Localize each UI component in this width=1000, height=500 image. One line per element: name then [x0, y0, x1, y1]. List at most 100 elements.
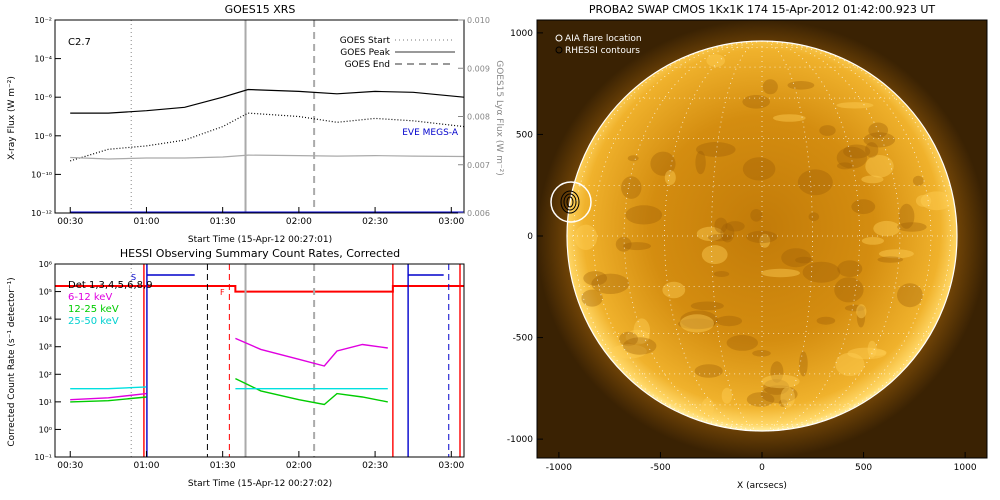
hessi-series-1 [70, 396, 147, 403]
coronal-hole [816, 316, 836, 325]
swap-ytick-label: -500 [513, 334, 534, 344]
active-region [861, 237, 885, 245]
longitude-line [761, 40, 951, 432]
swap-xtick-label: 500 [855, 463, 872, 473]
coronal-hole [583, 271, 608, 286]
hessi-ytick-label: 10³ [39, 343, 52, 352]
coronal-hole [778, 399, 788, 408]
active-region [835, 352, 865, 377]
coronal-hole [694, 364, 723, 378]
goes-frame [54, 19, 465, 214]
goes-eve-label: EVE MEGS-A [402, 128, 459, 138]
coronal-hole [623, 242, 651, 251]
hessi-plot-area [55, 264, 464, 457]
coronal-hole [781, 248, 811, 268]
hessi-flag-f: F [220, 288, 225, 297]
goes-ytick-label: 10⁻⁴ [34, 55, 52, 64]
hessi-series-2 [70, 386, 147, 390]
coronal-hole [836, 146, 868, 169]
goes-xtick-label: 02:30 [362, 217, 388, 227]
goes-legend-end-label: GOES End [345, 60, 390, 70]
hessi-xtick-label: 01:30 [210, 461, 236, 471]
hessi-ytick-label: 10² [39, 370, 52, 379]
coronal-hole [837, 260, 863, 278]
active-region [780, 387, 795, 408]
coronal-hole [621, 176, 642, 199]
goes-ytick-label: 10⁻⁶ [34, 93, 52, 102]
coronal-hole [897, 222, 927, 232]
goes-ytick-label: 10⁻⁸ [34, 132, 52, 141]
coronal-hole [897, 283, 923, 308]
active-region [867, 340, 877, 358]
goes-plot-area [70, 20, 464, 213]
hessi-legend-det: Det 1,3,4,5,6,8,9 [68, 280, 153, 291]
hessi-series-0 [235, 337, 388, 367]
goes-axes: 10⁻² 10⁻⁴ 10⁻⁶ 10⁻⁸ 10⁻¹⁰ 10⁻¹² 0.010 0.009 0.00… [31, 16, 490, 227]
active-region [696, 226, 724, 241]
coronal-hole [591, 273, 630, 294]
coronal-hole [581, 289, 603, 307]
goes-ytick-label: 10⁻¹⁰ [31, 170, 52, 179]
swap-axes: -1000 -1000 -500 -500 0 0 500 500 1000 1000 [507, 29, 977, 473]
hessi-ytick-label: 10⁶ [39, 260, 52, 269]
active-region [856, 304, 867, 319]
swap-xlabel: X (arcsecs) [737, 481, 787, 491]
goes-xtick-label: 00:30 [57, 217, 83, 227]
coronal-hole [715, 315, 743, 327]
coronal-hole [650, 151, 676, 176]
active-region [680, 314, 714, 333]
swap-legend-aia-icon [555, 34, 563, 42]
coronal-hole [677, 318, 716, 330]
hessi-ytick-label: 10⁴ [39, 315, 52, 324]
active-region [706, 54, 725, 67]
coronal-hole [865, 142, 879, 158]
goes-xtick-label: 01:00 [133, 217, 159, 227]
coronal-hole [844, 304, 866, 312]
active-region [847, 347, 887, 360]
coronal-hole [787, 81, 815, 90]
swap-ytick-label: 500 [516, 130, 533, 140]
active-region [611, 344, 647, 359]
hessi-legend-low: 6-12 keV [68, 292, 112, 303]
coronal-hole [912, 175, 924, 186]
coronal-hole [625, 205, 663, 225]
coronal-hole [877, 256, 904, 263]
longitude-line [711, 40, 763, 432]
active-region [836, 102, 874, 109]
coronal-hole [808, 212, 820, 222]
swap-xtick-label: 1000 [954, 463, 977, 473]
active-region [701, 245, 728, 265]
coronal-hole [856, 306, 866, 328]
goes-title: GOES15 XRS [225, 3, 296, 16]
hessi-frame [54, 263, 465, 458]
coronal-hole [868, 122, 889, 138]
coronal-hole [713, 271, 730, 277]
longitude-line [761, 40, 813, 432]
hessi-xtick-label: 02:30 [362, 461, 388, 471]
longitude-line [573, 40, 763, 432]
hessi-xlabel: Start Time (15-Apr-12 00:27:02) [188, 479, 332, 489]
coronal-hole [623, 337, 657, 355]
hessi-axes: 10⁶ 10⁵ 10⁴ 10³ 10² 10¹ 10⁰ 10⁻¹ 00:30 01:00 01:30… [34, 260, 464, 471]
goes-ytick-right-label: 0.006 [467, 209, 490, 218]
swap-legend-rhessi-icon [555, 46, 563, 54]
aia-flare-marker [550, 181, 592, 223]
active-region [865, 155, 894, 178]
active-region [915, 194, 932, 207]
hessi-ytick-label: 10¹ [39, 398, 52, 407]
goes-ylabel-right: GOES15 Lyα Flux (W m⁻²) [494, 60, 504, 176]
active-region [873, 220, 901, 237]
swap-xtick-label: -1000 [546, 463, 572, 473]
hessi-ytick-label: 10⁻¹ [34, 453, 52, 462]
goes-xlabel: Start Time (15-Apr-12 00:27:01) [188, 235, 332, 245]
coronal-hole [898, 203, 915, 229]
goes-xtick-label: 03:00 [438, 217, 464, 227]
swap-title: PROBA2 SWAP CMOS 1Kx1K 174 15-Apr-2012 0… [589, 3, 936, 16]
swap-ytick-label: 0 [527, 232, 533, 242]
coronal-hole [627, 155, 639, 162]
hessi-panel: HESSI Observing Summary Count Rates, Cor… [7, 247, 465, 489]
coronal-hole [726, 335, 758, 351]
coronal-hole [763, 379, 790, 395]
coronal-hole [690, 301, 724, 311]
coronal-hole [760, 385, 798, 404]
